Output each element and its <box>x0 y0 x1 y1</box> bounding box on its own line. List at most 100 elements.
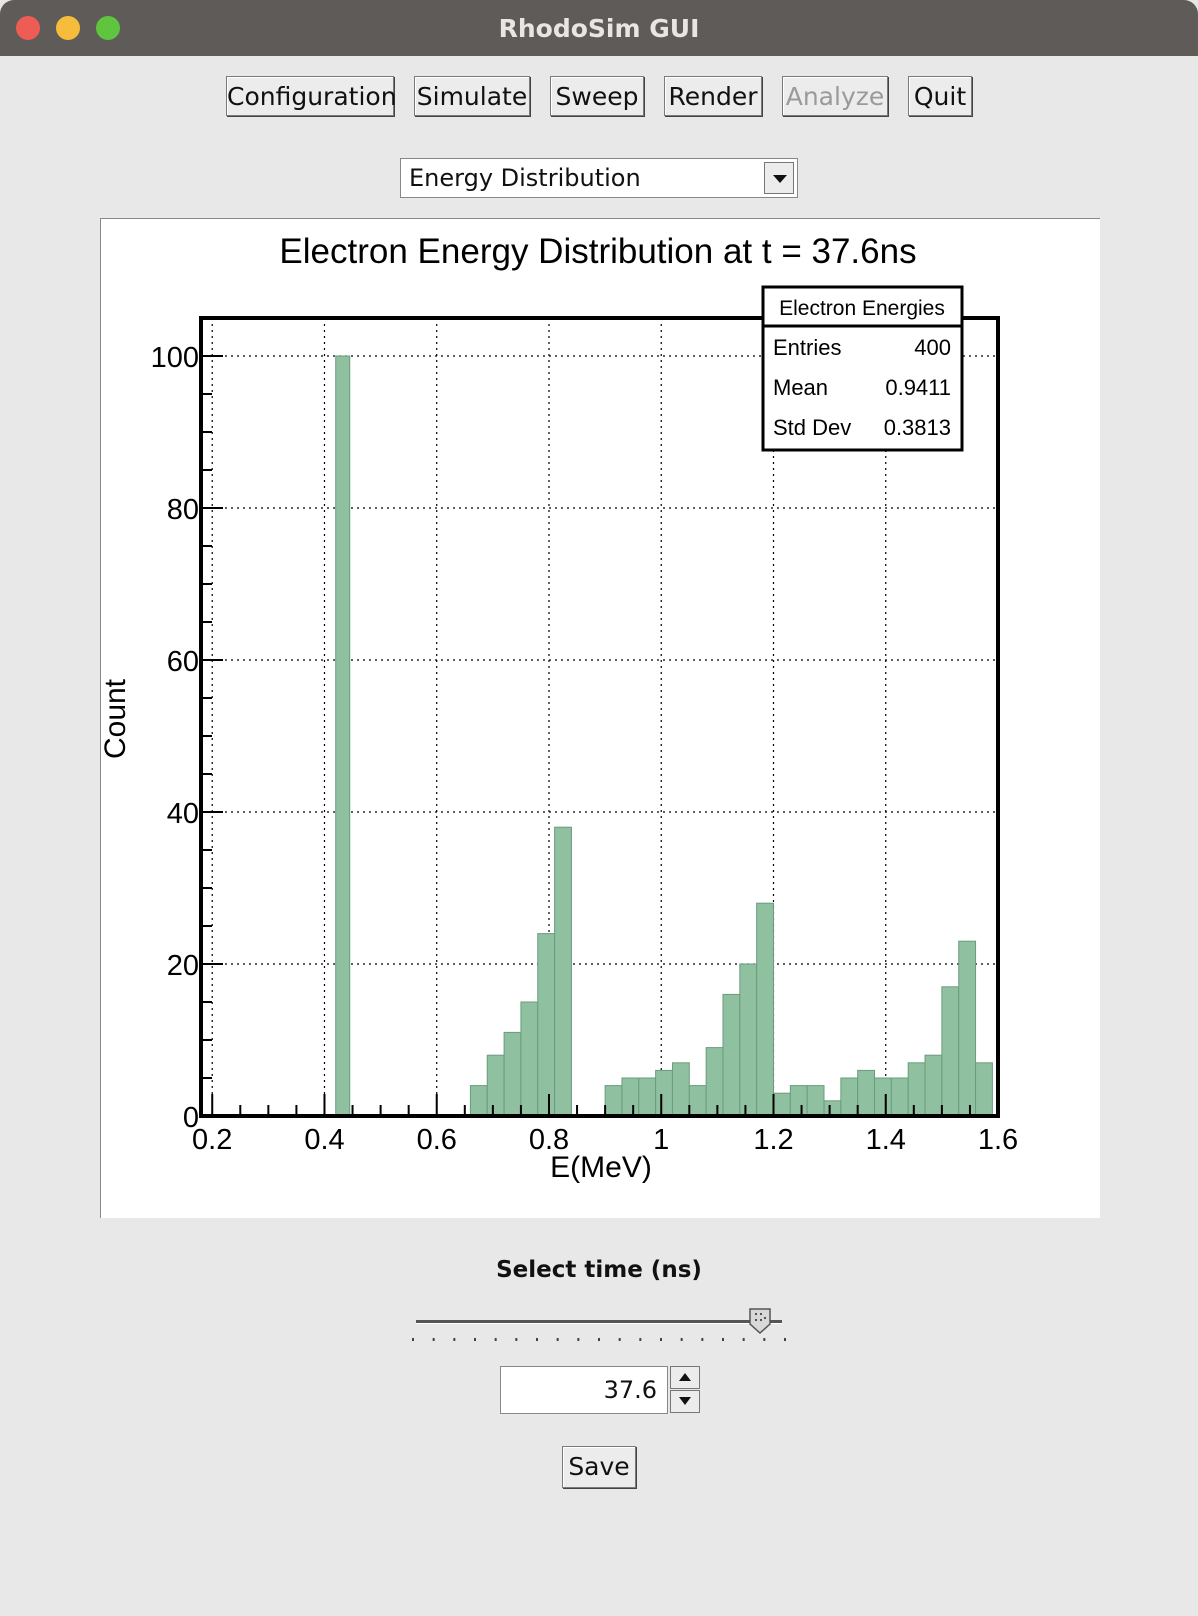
slider-tick <box>660 1338 662 1341</box>
title-bar: RhodoSim GUI <box>0 0 1198 56</box>
slider-tick <box>556 1338 559 1341</box>
histogram-bar <box>789 1085 808 1117</box>
x-tick-label: 1.4 <box>866 1124 906 1156</box>
plot-frame <box>199 316 1000 1118</box>
stats-box: Electron Energies Entries 400 Mean 0.941… <box>761 285 964 452</box>
stats-mean-label: Mean <box>773 375 828 400</box>
time-slider-ticks <box>412 1338 786 1341</box>
stats-mean-value: 0.9411 <box>885 375 951 400</box>
slider-tick <box>598 1338 600 1341</box>
histogram-bar <box>907 1062 926 1117</box>
histogram-bar <box>874 1077 892 1117</box>
histogram-bar <box>840 1077 859 1117</box>
window-title: RhodoSim GUI <box>498 14 700 43</box>
axes: 0.2 0.4 0.6 0.8 1 1.2 1.4 1.6 0 20 40 60 80 100 <box>151 316 1018 1156</box>
histogram-bar <box>941 986 960 1117</box>
slider-tick <box>722 1338 724 1341</box>
histogram-bar <box>806 1085 825 1117</box>
x-axis-label: E(MeV) <box>550 1151 652 1184</box>
y-axis-label: Count <box>101 678 132 759</box>
x-tick-label: 0.6 <box>417 1124 457 1156</box>
slider-tick <box>577 1338 580 1341</box>
slider-tick <box>412 1338 414 1341</box>
histogram-bar <box>621 1077 640 1117</box>
y-tick-label: 100 <box>151 342 199 374</box>
histogram-bar <box>890 1077 909 1117</box>
decrement-button[interactable] <box>670 1390 700 1413</box>
arrow-down-icon <box>679 1397 691 1405</box>
x-tick-label: 1.6 <box>978 1124 1018 1156</box>
histogram-bar <box>486 1054 505 1117</box>
arrow-up-icon <box>679 1373 691 1381</box>
histogram-bar <box>823 1100 842 1117</box>
y-tick-label: 0 <box>183 1102 199 1134</box>
x-tick-label: 0.4 <box>304 1124 344 1156</box>
slider-tick <box>515 1338 518 1341</box>
time-spinbox[interactable]: 37.6 <box>500 1366 700 1416</box>
minimize-window-button[interactable] <box>56 16 80 40</box>
close-window-button[interactable] <box>16 16 40 40</box>
slider-tick <box>432 1338 435 1341</box>
histogram-bar <box>739 963 758 1117</box>
y-tick-label: 40 <box>167 798 199 830</box>
y-tick-label: 80 <box>167 494 199 526</box>
stats-entries-label: Entries <box>773 335 841 360</box>
histogram-bar <box>857 1069 876 1117</box>
plot-canvas[interactable]: Electron Energy Distribution at t = 37.6… <box>99 218 1100 1218</box>
x-tick-label: 1 <box>653 1124 669 1156</box>
histogram-bar <box>604 1085 623 1117</box>
histogram-bar <box>924 1054 943 1117</box>
histogram-bar <box>655 1069 673 1117</box>
stats-stddev-label: Std Dev <box>773 415 851 440</box>
histogram-bar <box>756 902 774 1117</box>
histogram-bar <box>975 1062 993 1117</box>
histogram-bar <box>722 993 741 1117</box>
slider-tick <box>701 1338 704 1341</box>
x-tick-label: 0.2 <box>192 1124 232 1156</box>
time-value-field[interactable]: 37.6 <box>500 1366 668 1414</box>
slider-tick <box>680 1338 683 1341</box>
x-tick-label: 0.8 <box>529 1124 569 1156</box>
zoom-window-button[interactable] <box>96 16 120 40</box>
analyze-button[interactable]: Analyze <box>782 76 888 116</box>
histogram-bar <box>705 1047 724 1117</box>
dropdown-button[interactable] <box>764 162 794 194</box>
view-select-dropdown[interactable]: Energy Distribution <box>400 158 798 198</box>
slider-tick <box>742 1338 745 1341</box>
histogram-bar <box>335 355 351 1117</box>
quit-button[interactable]: Quit <box>908 76 972 116</box>
histogram-bar <box>503 1031 522 1117</box>
increment-button[interactable] <box>670 1366 700 1389</box>
y-tick-label: 20 <box>167 950 199 982</box>
histogram-bar <box>958 940 977 1117</box>
configuration-button[interactable]: Configuration <box>226 76 397 116</box>
slider-tick <box>639 1338 642 1341</box>
slider-tick <box>494 1338 497 1341</box>
histogram-bar <box>554 826 572 1117</box>
save-button[interactable]: Save <box>562 1446 636 1488</box>
slider-tick <box>453 1338 456 1341</box>
histogram-bar <box>671 1062 690 1117</box>
stats-title: Electron Energies <box>779 297 945 320</box>
time-slider-label: Select time (ns) <box>496 1257 702 1283</box>
x-tick-label: 1.2 <box>753 1124 793 1156</box>
slider-tick <box>474 1338 476 1341</box>
time-slider-thumb[interactable] <box>749 1308 771 1334</box>
sweep-button[interactable]: Sweep <box>550 76 644 116</box>
slider-tick <box>784 1338 786 1341</box>
histogram-chart: Electron Energy Distribution at t = 37.6… <box>99 232 1018 1184</box>
histogram-bar <box>772 1092 791 1117</box>
histogram-bar <box>469 1085 488 1117</box>
chevron-down-icon <box>773 175 787 183</box>
time-slider-track[interactable] <box>416 1320 782 1324</box>
histogram-bar <box>638 1077 657 1117</box>
slider-tick <box>536 1338 538 1341</box>
render-button[interactable]: Render <box>664 76 762 116</box>
y-tick-label: 60 <box>167 646 199 678</box>
chart-title: Electron Energy Distribution at t = 37.6… <box>279 232 916 271</box>
slider-tick <box>763 1338 766 1341</box>
histogram-bar <box>688 1085 707 1117</box>
simulate-button[interactable]: Simulate <box>414 76 530 116</box>
histogram-bar <box>537 933 556 1117</box>
histogram-bars <box>335 355 993 1117</box>
